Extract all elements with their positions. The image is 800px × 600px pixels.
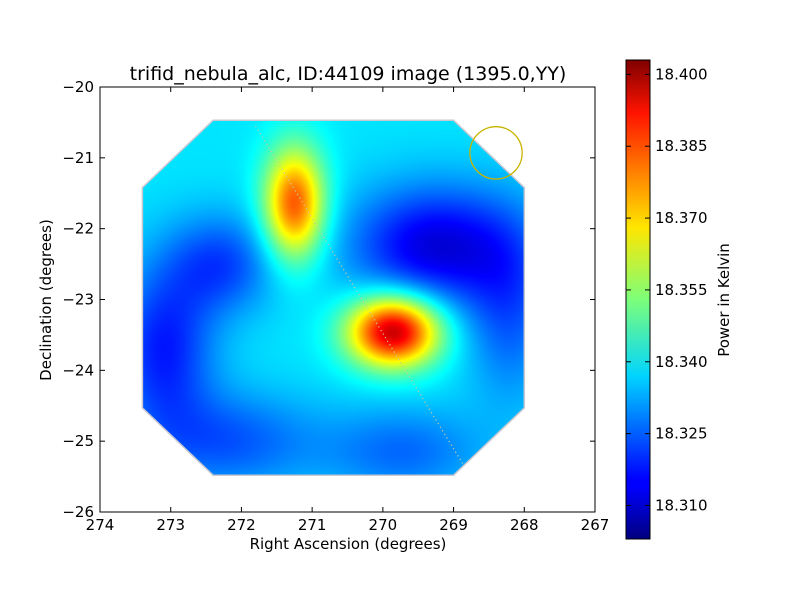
colorbar-axis: 18.310 18.325 18.340 18.355 18.370 18.385 18.4…: [626, 65, 708, 514]
colorbar-tick-label: 18.355: [655, 281, 708, 299]
x-axis: 274 273 272 271 270 269 268 267: [86, 87, 610, 534]
colorbar-tick-label: 18.400: [655, 65, 708, 83]
x-tick-label: 274: [86, 516, 115, 534]
x-tick-label: 273: [156, 516, 185, 534]
chart-title: trifid_nebula_alc, ID:44109 image (1395.…: [130, 63, 567, 85]
y-axis-label: Declination (degrees): [37, 219, 55, 381]
dotted-track-line: [255, 125, 465, 467]
x-tick-label: 269: [439, 516, 468, 534]
heatmap-image: [142, 120, 525, 476]
y-tick-label: −24: [62, 361, 94, 379]
colorbar: [625, 59, 651, 540]
colorbar-tick-label: 18.325: [655, 425, 708, 443]
map-footprint-edge: [141, 119, 526, 476]
colorbar-tick-label: 18.370: [655, 209, 708, 227]
y-tick-label: −20: [62, 78, 94, 96]
x-tick-label: 272: [227, 516, 256, 534]
colorbar-tick-label: 18.385: [655, 137, 708, 155]
y-tick-label: −25: [62, 432, 94, 450]
colorbar-label: Power in Kelvin: [715, 243, 733, 357]
colorbar-tick-label: 18.340: [655, 353, 708, 371]
y-axis: −20 −21 −22 −23 −24 −25 −26: [62, 78, 595, 521]
x-tick-label: 268: [510, 516, 539, 534]
y-tick-label: −23: [62, 291, 94, 309]
colorbar-tick-label: 18.310: [655, 496, 708, 514]
x-tick-label: 270: [369, 516, 398, 534]
y-tick-label: −22: [62, 220, 94, 238]
y-tick-label: −26: [62, 503, 94, 521]
y-tick-label: −21: [62, 149, 94, 167]
x-tick-label: 267: [581, 516, 610, 534]
beam-circle-marker: [469, 126, 523, 180]
x-axis-label: Right Ascension (degrees): [250, 535, 447, 553]
x-tick-label: 271: [298, 516, 327, 534]
